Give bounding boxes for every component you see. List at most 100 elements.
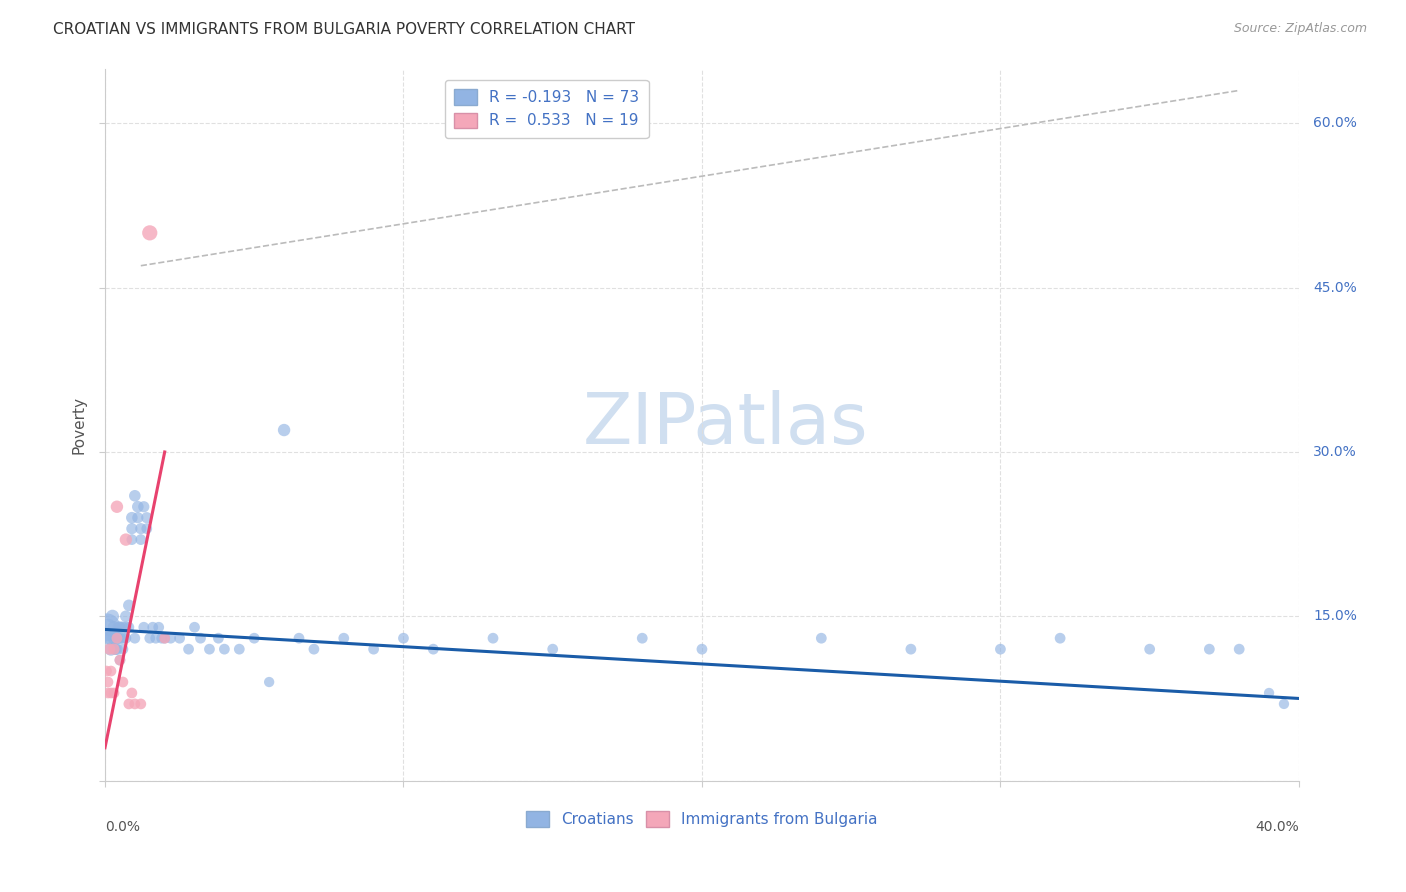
- Point: [129, 522, 152, 536]
- Point: [101, 609, 124, 624]
- Point: [228, 642, 250, 657]
- Point: [990, 642, 1012, 657]
- Point: [810, 631, 832, 645]
- Point: [363, 642, 385, 657]
- Point: [1258, 686, 1281, 700]
- Point: [169, 631, 191, 645]
- Point: [1198, 642, 1220, 657]
- Text: 40.0%: 40.0%: [1256, 820, 1299, 834]
- Point: [111, 620, 134, 634]
- Text: 15.0%: 15.0%: [1313, 609, 1357, 624]
- Point: [148, 620, 170, 634]
- Point: [121, 510, 143, 524]
- Point: [124, 697, 146, 711]
- Point: [214, 642, 236, 657]
- Point: [115, 533, 138, 547]
- Point: [121, 522, 143, 536]
- Point: [115, 620, 138, 634]
- Point: [333, 631, 356, 645]
- Point: [96, 620, 118, 634]
- Point: [159, 631, 181, 645]
- Point: [288, 631, 311, 645]
- Text: CROATIAN VS IMMIGRANTS FROM BULGARIA POVERTY CORRELATION CHART: CROATIAN VS IMMIGRANTS FROM BULGARIA POV…: [53, 22, 636, 37]
- Point: [100, 664, 122, 678]
- Point: [1139, 642, 1161, 657]
- Point: [97, 686, 120, 700]
- Point: [121, 686, 143, 700]
- Text: Source: ZipAtlas.com: Source: ZipAtlas.com: [1233, 22, 1367, 36]
- Point: [207, 631, 229, 645]
- Point: [177, 642, 200, 657]
- Text: 60.0%: 60.0%: [1313, 116, 1357, 130]
- Point: [100, 631, 122, 645]
- Point: [139, 226, 162, 240]
- Point: [900, 642, 922, 657]
- Point: [107, 620, 129, 634]
- Point: [257, 675, 280, 690]
- Y-axis label: Poverty: Poverty: [72, 395, 86, 453]
- Point: [190, 631, 212, 645]
- Point: [98, 631, 121, 645]
- Point: [127, 510, 149, 524]
- Text: 45.0%: 45.0%: [1313, 281, 1357, 294]
- Point: [100, 642, 122, 657]
- Point: [302, 642, 325, 657]
- Point: [104, 642, 127, 657]
- Text: 0.0%: 0.0%: [105, 820, 141, 834]
- Point: [1272, 697, 1295, 711]
- Point: [105, 500, 128, 514]
- Point: [1049, 631, 1071, 645]
- Point: [108, 631, 131, 645]
- Point: [124, 631, 146, 645]
- Point: [124, 489, 146, 503]
- Text: 30.0%: 30.0%: [1313, 445, 1357, 459]
- Point: [150, 631, 173, 645]
- Point: [97, 675, 120, 690]
- Point: [105, 642, 128, 657]
- Point: [273, 423, 295, 437]
- Legend: Croatians, Immigrants from Bulgaria: Croatians, Immigrants from Bulgaria: [520, 805, 884, 833]
- Point: [243, 631, 266, 645]
- Point: [541, 642, 564, 657]
- Point: [135, 522, 157, 536]
- Point: [183, 620, 205, 634]
- Point: [198, 642, 221, 657]
- Point: [139, 631, 162, 645]
- Point: [132, 620, 155, 634]
- Point: [108, 653, 131, 667]
- Point: [103, 620, 125, 634]
- Point: [118, 620, 141, 634]
- Point: [108, 620, 131, 634]
- Point: [118, 697, 141, 711]
- Point: [153, 631, 176, 645]
- Text: ZIPatlas: ZIPatlas: [583, 390, 869, 459]
- Point: [127, 500, 149, 514]
- Point: [482, 631, 505, 645]
- Point: [1227, 642, 1250, 657]
- Point: [111, 631, 134, 645]
- Point: [115, 609, 138, 624]
- Point: [631, 631, 654, 645]
- Point: [422, 642, 444, 657]
- Point: [145, 631, 167, 645]
- Point: [103, 631, 125, 645]
- Point: [132, 500, 155, 514]
- Point: [135, 510, 157, 524]
- Point: [115, 631, 138, 645]
- Point: [97, 620, 120, 634]
- Point: [153, 631, 176, 645]
- Point: [142, 620, 165, 634]
- Point: [690, 642, 713, 657]
- Point: [108, 653, 131, 667]
- Point: [111, 642, 134, 657]
- Point: [100, 686, 122, 700]
- Point: [129, 697, 152, 711]
- Point: [103, 686, 125, 700]
- Point: [121, 533, 143, 547]
- Point: [96, 664, 118, 678]
- Point: [118, 599, 141, 613]
- Point: [129, 533, 152, 547]
- Point: [103, 642, 125, 657]
- Point: [105, 631, 128, 645]
- Point: [392, 631, 415, 645]
